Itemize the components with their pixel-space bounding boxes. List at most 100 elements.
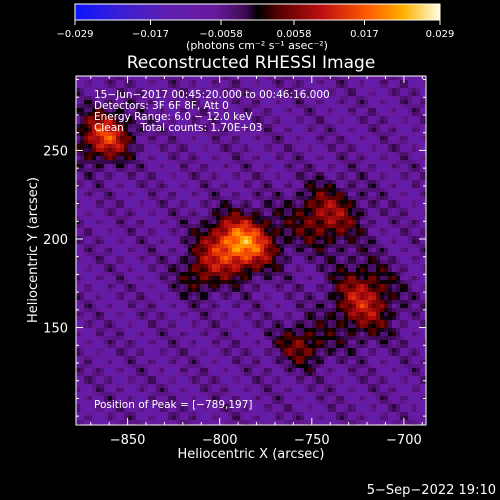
heatmap-cell <box>164 120 169 125</box>
heatmap-cell <box>208 140 213 145</box>
heatmap-cell <box>116 168 121 173</box>
heatmap-cell <box>140 132 145 137</box>
heatmap-cell <box>332 248 337 253</box>
heatmap-cell <box>340 92 345 97</box>
heatmap-cell <box>156 252 161 257</box>
heatmap-cell <box>200 100 205 105</box>
heatmap-cell <box>316 256 321 261</box>
heatmap-cell <box>236 228 241 233</box>
heatmap-cell <box>200 236 205 241</box>
heatmap-cell <box>272 84 277 89</box>
heatmap-cell <box>128 124 133 129</box>
heatmap-cell <box>216 192 221 197</box>
heatmap-cell <box>304 112 309 117</box>
heatmap-cell <box>156 164 161 169</box>
heatmap-cell <box>192 84 197 89</box>
heatmap-cell <box>112 140 117 145</box>
heatmap-cell <box>76 132 81 137</box>
heatmap-cell <box>400 228 405 233</box>
heatmap-cell <box>280 228 285 233</box>
heatmap-cell <box>296 128 301 133</box>
heatmap-cell <box>280 84 285 89</box>
heatmap-cell <box>268 172 273 177</box>
heatmap-cell <box>404 188 409 193</box>
heatmap-cell <box>416 152 421 157</box>
heatmap-cell <box>200 164 205 169</box>
heatmap-cell <box>368 128 373 133</box>
heatmap-cell <box>312 176 317 181</box>
heatmap-cell <box>340 176 345 181</box>
heatmap-cell <box>420 100 425 105</box>
heatmap-cell <box>92 148 97 153</box>
heatmap-cell <box>264 136 269 141</box>
heatmap-cell <box>292 128 297 133</box>
heatmap-cell <box>136 220 141 225</box>
heatmap-cell <box>344 84 349 89</box>
heatmap-cell <box>260 84 265 89</box>
heatmap-cell <box>264 220 269 225</box>
heatmap-cell <box>344 184 349 189</box>
heatmap-cell <box>392 192 397 197</box>
heatmap-cell <box>88 108 93 113</box>
heatmap-cell <box>248 268 253 273</box>
heatmap-cell <box>352 196 357 201</box>
heatmap-cell <box>108 84 113 89</box>
heatmap-cell <box>76 96 81 101</box>
heatmap-cell <box>160 88 165 93</box>
heatmap-cell <box>376 88 381 93</box>
heatmap-cell <box>396 96 401 101</box>
heatmap-cell <box>104 152 109 157</box>
heatmap-cell <box>412 152 417 157</box>
heatmap-cell <box>272 248 277 253</box>
heatmap-cell <box>140 244 145 249</box>
heatmap-cell <box>312 156 317 161</box>
heatmap-cell <box>352 236 357 241</box>
heatmap-cell <box>276 148 281 153</box>
heatmap-cell <box>232 264 237 269</box>
heatmap-cell <box>116 136 121 141</box>
heatmap-cell <box>268 184 273 189</box>
heatmap-cell <box>276 276 281 281</box>
heatmap-cell <box>352 208 357 213</box>
heatmap-cell <box>156 120 161 125</box>
heatmap-cell <box>400 204 405 209</box>
heatmap-cell <box>404 124 409 129</box>
heatmap-cell <box>156 116 161 121</box>
heatmap-cell <box>204 300 209 305</box>
heatmap-cell <box>160 220 165 225</box>
heatmap-cell <box>192 296 197 301</box>
heatmap-cell <box>228 256 233 261</box>
heatmap-cell <box>316 76 321 81</box>
heatmap-cell <box>276 88 281 93</box>
heatmap-cell <box>372 180 377 185</box>
heatmap-cell <box>148 228 153 233</box>
heatmap-cell <box>192 200 197 205</box>
heatmap-cell <box>220 212 225 217</box>
heatmap-cell <box>236 216 241 221</box>
heatmap-cell <box>296 240 301 245</box>
heatmap-cell <box>276 264 281 269</box>
heatmap-cell <box>260 244 265 249</box>
heatmap-cell <box>220 204 225 209</box>
heatmap-cell <box>372 184 377 189</box>
heatmap-cell <box>84 220 89 225</box>
heatmap-cell <box>108 180 113 185</box>
heatmap-cell <box>164 208 169 213</box>
heatmap-cell <box>380 292 385 297</box>
heatmap-cell <box>404 148 409 153</box>
heatmap-cell <box>240 244 245 249</box>
heatmap-cell <box>364 164 369 169</box>
heatmap-cell <box>336 136 341 141</box>
heatmap-cell <box>396 276 401 281</box>
heatmap-cell <box>164 268 169 273</box>
heatmap-cell <box>328 188 333 193</box>
heatmap-cell <box>248 292 253 297</box>
heatmap-cell <box>276 152 281 157</box>
heatmap-cell <box>380 252 385 257</box>
heatmap-cell <box>216 76 221 81</box>
heatmap-cell <box>76 212 81 217</box>
heatmap-cell <box>296 280 301 285</box>
heatmap-cell <box>176 216 181 221</box>
heatmap-cell <box>312 236 317 241</box>
heatmap-cell <box>336 200 341 205</box>
